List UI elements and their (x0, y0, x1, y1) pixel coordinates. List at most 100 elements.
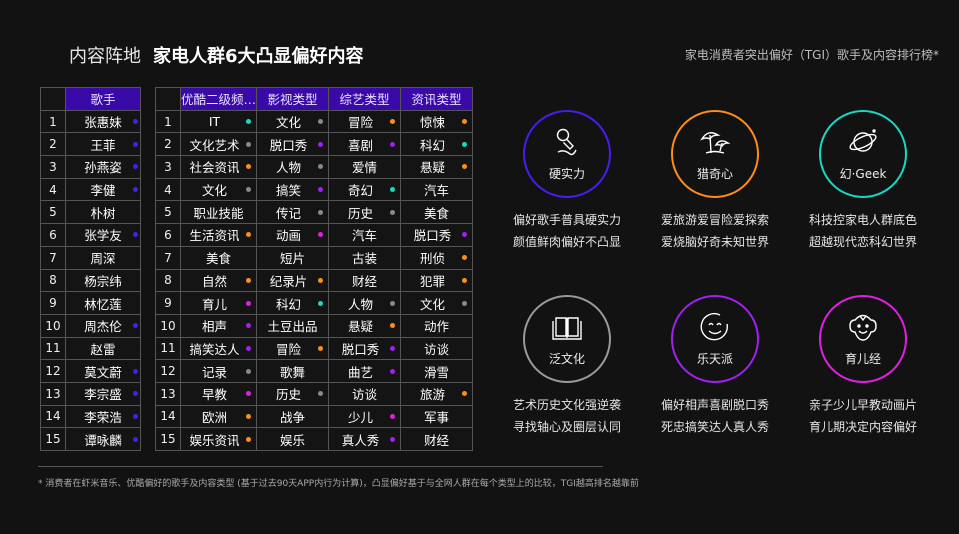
cell-text: 搞笑 (276, 183, 302, 199)
table-row: 3 孙燕姿 (40, 155, 141, 179)
film-type-cell: 文化 (256, 109, 330, 134)
description-line: 偏好相声喜剧脱口秀 (660, 398, 769, 412)
cell-text: 人物 (276, 160, 302, 176)
persona-description: 爱旅游爱冒险爱探索 爱烧脑好奇未知世界 (650, 209, 780, 253)
book-icon (550, 312, 584, 350)
cell-text: 动作 (424, 319, 450, 335)
persona-description: 科技控家电人群底色 超越现代恋科幻世界 (798, 209, 928, 253)
cell-text: 欧洲 (202, 409, 228, 425)
tag-dot-icon (462, 232, 468, 238)
news-type-cell: 滑雪 (400, 359, 474, 383)
table-row: 4 李健 (40, 177, 141, 202)
news-type-cell: 访谈 (400, 336, 474, 361)
tag-dot-icon (390, 209, 396, 215)
cell-text: 犯罪 (420, 273, 446, 289)
table-row: 12 记录 歌舞 曲艺 滑雪 (155, 359, 474, 383)
rank-number: 4 (155, 177, 181, 202)
cell-text: 爱情 (352, 160, 378, 176)
singer-cell: 张惠妹 (65, 109, 141, 134)
table-row: 2 王菲 (40, 132, 141, 157)
singer-name: 莫文蔚 (84, 364, 122, 380)
tag-dot-icon (246, 277, 252, 283)
rank-number: 14 (155, 404, 181, 429)
youku-channel-cell: 记录 (179, 359, 258, 383)
youku-channel-cell: 娱乐资讯 (179, 427, 258, 451)
rank-number: 9 (40, 291, 66, 315)
tag-dot-icon (318, 300, 324, 306)
cell-text: 科幻 (420, 137, 446, 153)
cell-text: 冒险 (348, 115, 374, 131)
cell-text: 短片 (280, 251, 306, 267)
singer-cell: 李健 (65, 177, 141, 202)
tag-dot-icon (246, 300, 252, 306)
persona-badge: 育儿经 (819, 295, 907, 383)
cell-text: 文化艺术 (189, 137, 240, 153)
table-row: 2 文化艺术 脱口秀 喜剧 科幻 (155, 132, 474, 157)
tag-dot-icon (246, 232, 252, 238)
cell-text: 人物 (348, 296, 374, 312)
description-line: 爱旅游爱冒险爱探索 (660, 213, 769, 227)
news-type-cell: 动作 (400, 313, 474, 338)
news-type-cell: 脱口秀 (400, 223, 474, 247)
tag-dot-icon (462, 119, 468, 125)
cell-text: 育儿 (202, 296, 228, 312)
singer-cell: 杨宗纬 (65, 268, 141, 293)
variety-type-cell: 少儿 (328, 404, 402, 429)
rank-number: 2 (155, 132, 181, 157)
table-row: 6 张学友 (40, 223, 141, 247)
table-row: 9 育儿 科幻 人物 文化 (155, 291, 474, 315)
tag-dot-icon (133, 413, 138, 419)
description-line: 死忠搞笑达人真人秀 (660, 420, 769, 434)
footnote: * 消费者在虾米音乐、优酷偏好的歌手及内容类型 (基于过去90天APP内行为计算… (38, 479, 639, 489)
film-type-cell: 短片 (256, 245, 330, 270)
news-type-cell: 文化 (400, 291, 474, 315)
persona-badge: 幻·Geek (819, 110, 907, 198)
youku-channel-cell: 育儿 (179, 291, 258, 315)
singer-name: 周深 (90, 251, 116, 267)
youku-channel-cell: 生活资讯 (179, 223, 258, 247)
singer-cell: 周杰伦 (65, 313, 141, 338)
variety-type-cell: 喜剧 (328, 132, 402, 157)
singer-cell: 周深 (65, 245, 141, 270)
singer-header: 歌手 (65, 87, 141, 111)
persona-label: 育儿经 (844, 351, 881, 366)
news-type-cell: 惊悚 (400, 109, 474, 134)
rank-number: 12 (40, 359, 66, 383)
table-header-row: 优酷二级频… 影视类型 综艺类型 资讯类型 (155, 87, 474, 111)
cell-text: 生活资讯 (189, 228, 240, 244)
persona-badge: 乐天派 (671, 295, 759, 383)
description-line: 偏好歌手普具硬实力 (512, 213, 621, 227)
persona-badge: 泛文化 (523, 295, 611, 383)
cell-text: 自然 (202, 273, 228, 289)
tag-dot-icon (390, 368, 396, 374)
singer-cell: 谭咏麟 (65, 427, 141, 451)
table-row: 1 IT 文化 冒险 惊悚 (155, 109, 474, 134)
baby-face-icon (846, 312, 880, 350)
rank-number: 10 (155, 313, 181, 338)
rank-number: 8 (40, 268, 66, 293)
cell-text: 文化 (420, 296, 446, 312)
table-row: 7 周深 (40, 245, 141, 270)
page-subtitle: 家电消费者突出偏好（TGI）歌手及内容排行榜* (684, 48, 939, 62)
variety-type-cell: 脱口秀 (328, 336, 402, 361)
cell-text: 歌舞 (280, 364, 306, 380)
cell-text: 传记 (276, 205, 302, 221)
cell-text: 滑雪 (424, 364, 450, 380)
persona-card: 泛文化 艺术历史文化强逆袭 寻找轴心及圈层认同 (502, 295, 632, 438)
cell-text: 古装 (352, 251, 378, 267)
news-type-cell: 军事 (400, 404, 474, 429)
tag-dot-icon (318, 119, 324, 125)
cell-text: 历史 (276, 387, 302, 403)
cell-text: 悬疑 (420, 160, 446, 176)
cell-text: 悬疑 (348, 319, 374, 335)
tag-dot-icon (246, 391, 252, 397)
tag-dot-icon (462, 164, 468, 170)
tag-dot-icon (390, 119, 396, 125)
persona-label: 猎奇心 (696, 166, 733, 181)
rank-number: 7 (40, 245, 66, 270)
tag-dot-icon (390, 141, 396, 147)
news-type-header: 资讯类型 (400, 87, 474, 111)
tag-dot-icon (133, 323, 138, 329)
youku-channel-cell: 美食 (179, 245, 258, 270)
singer-name: 张学友 (84, 228, 122, 244)
